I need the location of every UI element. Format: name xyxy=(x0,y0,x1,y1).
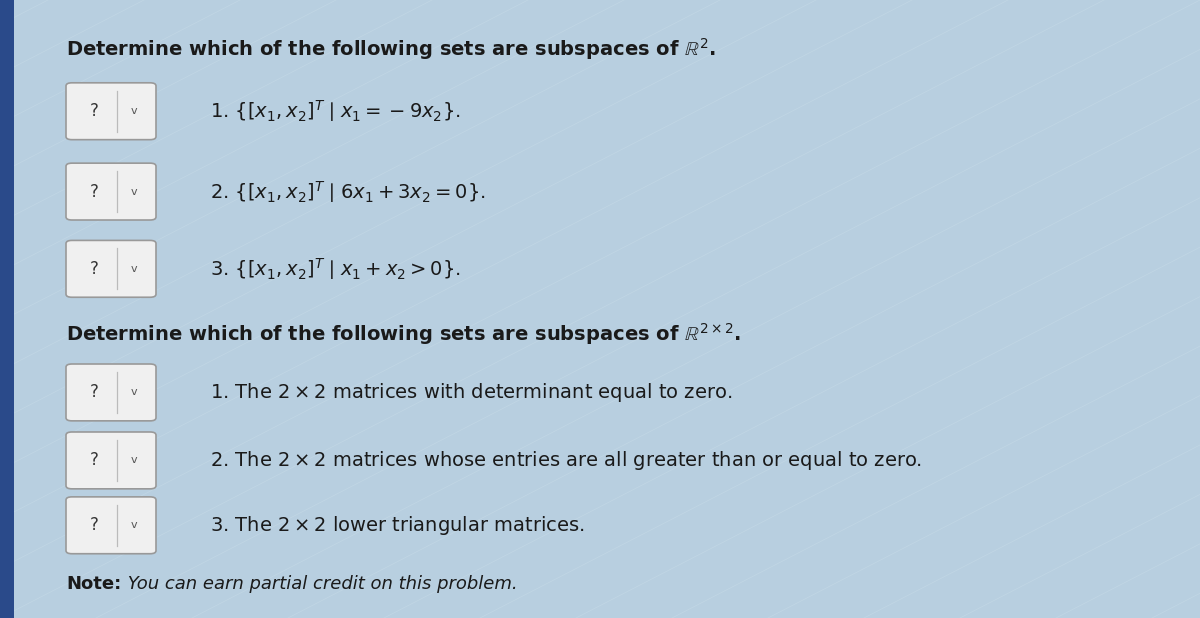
Text: ?: ? xyxy=(90,102,98,121)
Text: 1. The $2 \times 2$ matrices with determinant equal to zero.: 1. The $2 \times 2$ matrices with determ… xyxy=(210,381,732,404)
Text: v: v xyxy=(131,387,138,397)
Text: You can earn partial credit on this problem.: You can earn partial credit on this prob… xyxy=(122,575,518,593)
Text: v: v xyxy=(131,187,138,197)
Text: v: v xyxy=(131,455,138,465)
Text: ?: ? xyxy=(90,260,98,278)
Text: Determine which of the following sets are subspaces of $\mathbb{R}^{2\times 2}$.: Determine which of the following sets ar… xyxy=(66,321,742,347)
Text: v: v xyxy=(131,264,138,274)
Text: v: v xyxy=(131,106,138,116)
Text: 3. $\{[x_1, x_2]^T \mid x_1 + x_2 > 0\}$.: 3. $\{[x_1, x_2]^T \mid x_1 + x_2 > 0\}$… xyxy=(210,256,461,282)
Text: ?: ? xyxy=(90,182,98,201)
Text: 2. The $2 \times 2$ matrices whose entries are all greater than or equal to zero: 2. The $2 \times 2$ matrices whose entri… xyxy=(210,449,922,472)
Text: ?: ? xyxy=(90,383,98,402)
Text: ?: ? xyxy=(90,451,98,470)
Text: 1. $\{[x_1, x_2]^T \mid x_1 = -9x_2\}$.: 1. $\{[x_1, x_2]^T \mid x_1 = -9x_2\}$. xyxy=(210,98,461,124)
Text: 2. $\{[x_1, x_2]^T \mid 6x_1 + 3x_2 = 0\}$.: 2. $\{[x_1, x_2]^T \mid 6x_1 + 3x_2 = 0\… xyxy=(210,179,486,205)
Text: 3. The $2 \times 2$ lower triangular matrices.: 3. The $2 \times 2$ lower triangular mat… xyxy=(210,514,584,537)
Text: v: v xyxy=(131,520,138,530)
Text: Note:: Note: xyxy=(66,575,121,593)
Text: Determine which of the following sets are subspaces of $\mathbb{R}^2$.: Determine which of the following sets ar… xyxy=(66,36,715,62)
Text: ?: ? xyxy=(90,516,98,535)
